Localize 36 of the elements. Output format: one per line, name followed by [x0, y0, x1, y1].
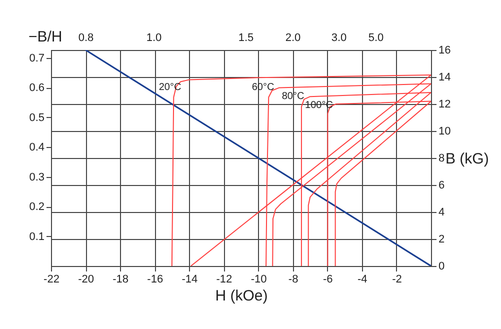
y2-axis-title: −B/H: [28, 28, 62, 46]
y-tick-label: 2: [438, 234, 445, 246]
x-tick-label: -2: [392, 274, 402, 286]
x-tick-label: -6: [322, 274, 333, 286]
x-axis-title: H (kOe): [215, 288, 268, 304]
y2-tick-label: 0.3: [29, 171, 44, 184]
y2-tick-label: 0.4: [29, 142, 44, 154]
text: 0.8: [78, 32, 94, 44]
text: 1.0: [146, 32, 162, 44]
y-tick-label: 6: [438, 180, 445, 192]
x-tick-label: -20: [78, 274, 94, 286]
y2-tick-label: 0.1: [29, 230, 44, 243]
y-tick-label: 14: [438, 72, 451, 84]
x-tick-label: -22: [44, 274, 60, 286]
text: 5.0: [368, 32, 384, 44]
y-axis-title: B (kG): [446, 150, 489, 168]
text: 2.0: [285, 32, 301, 44]
y2-tick-label: 0.6: [29, 82, 44, 94]
y2-tick-label: 0.2: [29, 201, 44, 214]
y-tick-label: 8: [438, 152, 445, 164]
x-tick-label: -18: [112, 274, 129, 286]
y-tick-label: 0: [438, 260, 445, 272]
y2-tick-label: 0.7: [29, 52, 44, 65]
y-tick-label: 10: [438, 126, 451, 138]
y-tick-label: 4: [438, 206, 445, 218]
x-tick-label: -4: [358, 274, 368, 286]
text: 3.0: [331, 32, 347, 44]
y2-tick-label: 0.5: [29, 112, 44, 124]
x-tick-label: -14: [182, 274, 198, 286]
y-tick-label: 12: [438, 98, 451, 110]
x-tick-label: -12: [216, 274, 232, 286]
x-tick-label: -10: [250, 274, 267, 286]
y-tick-label: 16: [438, 44, 451, 56]
x-tick-label: -16: [147, 274, 164, 286]
text: 1.5: [238, 32, 254, 44]
x-tick-label: -8: [288, 274, 298, 286]
